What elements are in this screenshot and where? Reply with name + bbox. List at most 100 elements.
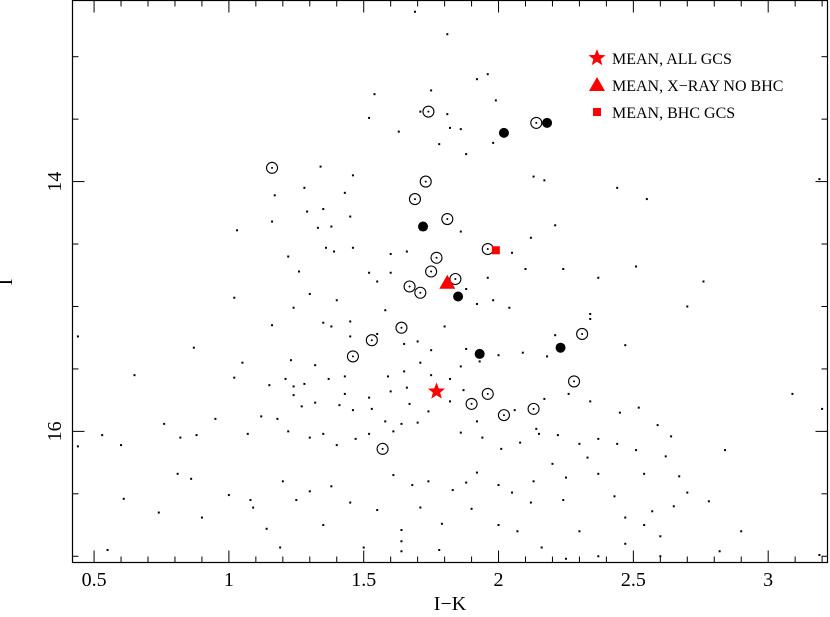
dot-point: [200, 516, 203, 519]
dot-point: [389, 390, 392, 393]
dot-point: [322, 432, 325, 435]
dot-point: [554, 334, 557, 337]
dot-point: [645, 198, 648, 201]
dot-point: [392, 430, 395, 433]
circle-dot-ring: [449, 272, 462, 286]
dot-point: [308, 292, 311, 295]
dot-point: [376, 332, 379, 335]
dot-point: [624, 344, 627, 347]
dot-point: [616, 186, 619, 189]
dot-point: [373, 93, 376, 96]
dot-point: [330, 325, 333, 328]
circle-dot-center: [535, 121, 538, 124]
circle-dot-ring: [430, 251, 443, 264]
legend-label: MEAN, BHC GCS: [612, 105, 735, 122]
circle-dot-point: [430, 251, 443, 264]
dot-point: [190, 477, 193, 480]
dot-point: [349, 335, 352, 338]
circle-dot-ring: [265, 161, 279, 174]
dot-point: [392, 474, 395, 477]
dot-point: [497, 524, 500, 527]
dot-point: [419, 110, 422, 113]
dot-point: [821, 407, 824, 410]
dot-point: [368, 116, 371, 119]
dot-point: [319, 165, 322, 168]
circle-dot-center: [532, 407, 535, 410]
dot-point: [370, 407, 373, 410]
legend-marker-square: [593, 108, 601, 116]
dot-point: [537, 432, 540, 435]
dot-point: [157, 511, 160, 514]
circle-dot-point: [403, 280, 416, 293]
dot-point: [400, 550, 403, 553]
dot-point: [659, 535, 662, 538]
dot-point: [516, 530, 519, 533]
dot-point: [281, 480, 284, 483]
dot-point: [475, 471, 478, 474]
filled-circle-point: [555, 342, 566, 353]
x-tick-label: 3: [763, 569, 773, 591]
dot-point: [271, 220, 274, 223]
dot-point: [508, 306, 511, 309]
legend-label: MEAN, X−RAY NO BHC: [612, 78, 783, 95]
circle-dot-center: [435, 256, 438, 259]
circle-dot-ring: [527, 402, 540, 415]
dot-point: [192, 346, 195, 349]
dot-point: [664, 455, 667, 458]
circle-dot-ring: [414, 286, 427, 299]
dot-point: [335, 299, 338, 302]
dot-point: [446, 33, 449, 36]
dot-point: [475, 302, 478, 305]
legend-marker-triangle: [589, 77, 605, 91]
dot-point: [252, 506, 255, 509]
dot-point: [543, 397, 546, 400]
axis-tick-labels: 0.5 1 1.5 2 2.5 3 14 16: [44, 172, 773, 591]
plot-frame: [71, 0, 829, 564]
dot-point: [637, 406, 640, 409]
circle-dot-point: [527, 402, 540, 415]
dot-point: [416, 421, 419, 424]
circle-dot-ring: [395, 321, 408, 334]
dot-point: [327, 377, 330, 380]
dot-point: [543, 179, 546, 182]
x-tick-label: 2: [494, 569, 504, 591]
dot-point: [462, 389, 465, 392]
circle-dot-point: [376, 442, 389, 455]
dot-point: [227, 494, 230, 497]
dot-point: [551, 462, 554, 465]
dot-point: [500, 447, 503, 450]
dot-point: [349, 215, 352, 218]
x-tick-label: 0.5: [82, 569, 107, 591]
circle-dot-center: [430, 270, 433, 273]
y-tick-label: 14: [44, 172, 66, 192]
dot-point: [333, 250, 336, 253]
x-tick-label: 2.5: [621, 569, 646, 591]
filled-circle-point: [453, 291, 464, 302]
dot-point: [349, 501, 352, 504]
circle-dot-center: [400, 326, 403, 329]
circle-dot-ring: [497, 409, 510, 422]
circle-dot-ring: [403, 280, 416, 293]
dot-point: [562, 499, 565, 502]
dot-point: [298, 270, 300, 273]
dot-point: [718, 550, 721, 553]
dot-point: [459, 230, 462, 233]
dot-point: [416, 340, 419, 343]
dot-point: [497, 354, 500, 357]
dot-point: [397, 130, 400, 133]
circle-dot-center: [454, 278, 457, 281]
dot-point: [419, 361, 422, 364]
dot-point: [368, 432, 371, 435]
dot-point: [791, 392, 794, 395]
dot-point: [597, 555, 600, 558]
x-tick-label: 1.5: [351, 569, 376, 591]
dot-point: [249, 499, 252, 502]
filled-circle-point: [418, 221, 429, 232]
dot-point: [643, 524, 646, 527]
circle-dot-center: [502, 414, 505, 417]
dot-point: [430, 89, 433, 92]
dot-point: [338, 404, 341, 407]
dot-point: [362, 546, 365, 549]
dot-point: [384, 420, 387, 423]
circle-dot-ring: [567, 375, 581, 388]
